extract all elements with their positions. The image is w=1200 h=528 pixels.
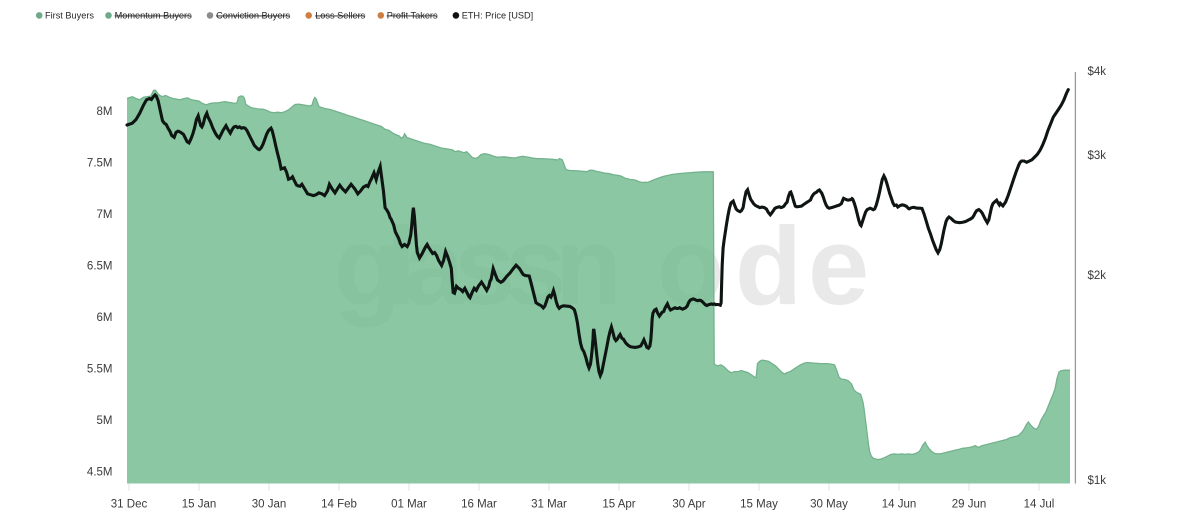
svg-text:$2k: $2k (1088, 270, 1107, 282)
svg-text:Conviction Buyers: Conviction Buyers (216, 11, 290, 21)
svg-text:30 Jan: 30 Jan (252, 499, 287, 511)
svg-text:31 Mar: 31 Mar (531, 499, 567, 511)
svg-text:30 May: 30 May (810, 499, 848, 511)
svg-text:6M: 6M (97, 312, 113, 324)
svg-text:29 Jun: 29 Jun (952, 499, 987, 511)
svg-text:Momentum Buyers: Momentum Buyers (115, 11, 193, 21)
svg-text:14 Jul: 14 Jul (1024, 499, 1055, 511)
svg-text:5M: 5M (97, 415, 113, 427)
svg-text:$3k: $3k (1088, 150, 1107, 162)
svg-text:First Buyers: First Buyers (45, 11, 94, 21)
svg-text:14 Feb: 14 Feb (321, 499, 357, 511)
svg-text:8M: 8M (97, 106, 113, 118)
svg-text:15 May: 15 May (740, 499, 778, 511)
svg-text:6.5M: 6.5M (87, 261, 113, 273)
svg-text:Loss Sellers: Loss Sellers (315, 11, 365, 21)
svg-text:Profit Takers: Profit Takers (387, 11, 438, 21)
svg-text:7M: 7M (97, 209, 113, 221)
svg-text:5.5M: 5.5M (87, 364, 113, 376)
svg-text:16 Mar: 16 Mar (461, 499, 497, 511)
svg-text:30 Apr: 30 Apr (672, 499, 705, 511)
svg-text:$1k: $1k (1088, 475, 1107, 487)
svg-text:15 Apr: 15 Apr (602, 499, 635, 511)
svg-text:31 Dec: 31 Dec (111, 499, 148, 511)
svg-text:15 Jan: 15 Jan (182, 499, 217, 511)
svg-text:4.5M: 4.5M (87, 467, 113, 479)
svg-text:7.5M: 7.5M (87, 158, 113, 170)
svg-text:01 Mar: 01 Mar (391, 499, 427, 511)
svg-text:14 Jun: 14 Jun (882, 499, 917, 511)
svg-text:ETH: Price [USD]: ETH: Price [USD] (462, 11, 533, 21)
svg-text:$4k: $4k (1088, 66, 1107, 78)
